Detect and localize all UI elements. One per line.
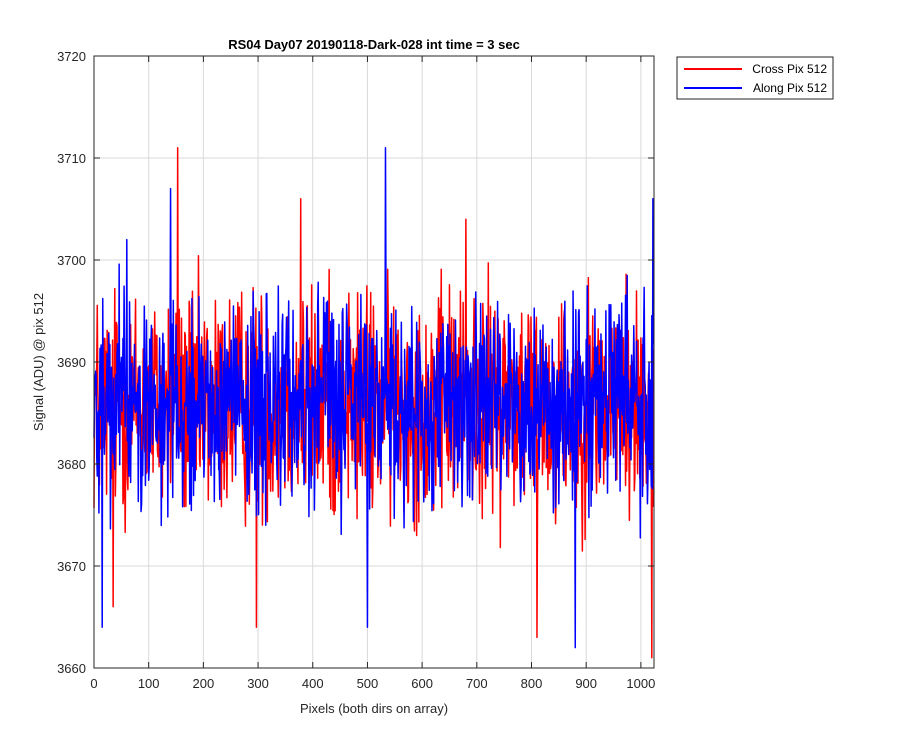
y-tick-label: 3670 [57, 559, 86, 574]
legend-entry-along: Along Pix 512 [684, 81, 827, 95]
ticks: 0 100 200 300 400 500 600 700 800 900 1000 3660 3670… [57, 49, 655, 691]
x-tick-label: 900 [575, 676, 597, 691]
x-tick-label: 500 [357, 676, 379, 691]
chart-title: RS04 Day07 20190118-Dark-028 int time = … [228, 37, 520, 52]
y-tick-label: 3720 [57, 49, 86, 64]
series-layer [93, 147, 655, 659]
legend: Cross Pix 512 Along Pix 512 [676, 56, 834, 100]
legend-entry-cross: Cross Pix 512 [684, 62, 827, 76]
y-tick-label: 3710 [57, 151, 86, 166]
x-tick-label: 200 [193, 676, 215, 691]
series-line-along [93, 147, 655, 649]
x-tick-label: 100 [138, 676, 160, 691]
y-tick-label: 3700 [57, 253, 86, 268]
legend-label-cross: Cross Pix 512 [752, 62, 827, 76]
x-tick-label: 1000 [626, 676, 655, 691]
y-axis-label: Signal (ADU) @ pix 512 [31, 293, 46, 431]
x-tick-label: 800 [521, 676, 543, 691]
legend-label-along: Along Pix 512 [753, 81, 827, 95]
x-axis-label: Pixels (both dirs on array) [300, 701, 448, 716]
legend-box [676, 56, 834, 100]
x-tick-label: 400 [302, 676, 324, 691]
x-tick-label: 0 [90, 676, 97, 691]
y-tick-label: 3690 [57, 355, 86, 370]
x-tick-label: 600 [411, 676, 433, 691]
y-tick-label: 3660 [57, 661, 86, 676]
x-tick-label: 700 [466, 676, 488, 691]
x-tick-label: 300 [247, 676, 269, 691]
y-tick-label: 3680 [57, 457, 86, 472]
